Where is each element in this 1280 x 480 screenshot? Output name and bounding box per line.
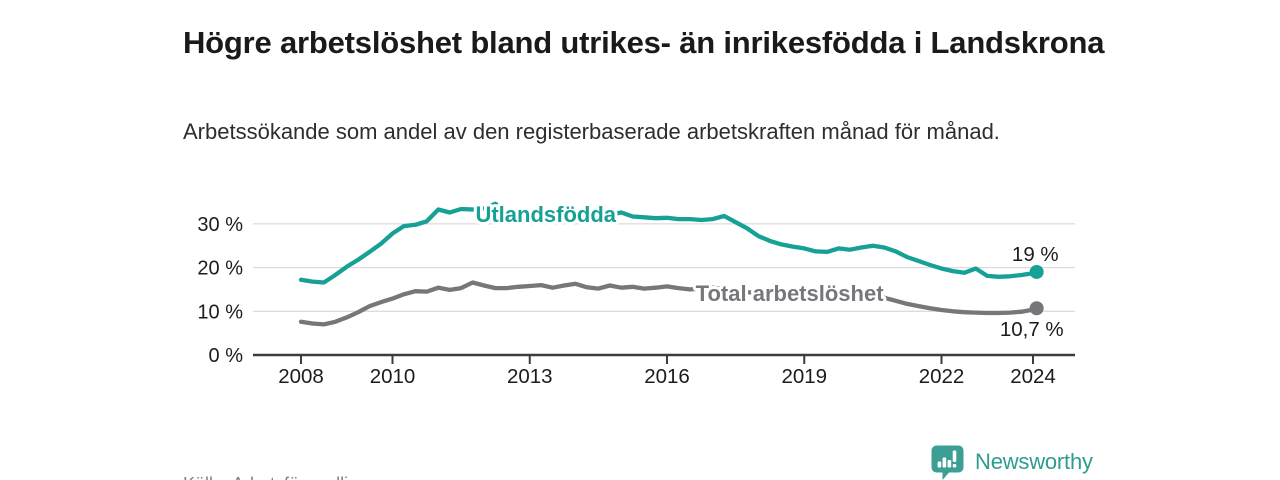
x-tick-label: 2016 — [644, 365, 690, 388]
y-tick-label: 10 % — [197, 301, 243, 323]
x-tick-label: 2010 — [370, 365, 416, 388]
x-tick-label: 2024 — [1010, 365, 1056, 388]
series-label-utlandsfodda: Utlandsfödda — [475, 202, 616, 227]
x-tick-label: 2013 — [507, 365, 553, 388]
series-end-value-total: 10,7 % — [1000, 318, 1064, 341]
y-tick-label: 30 % — [197, 214, 243, 236]
x-tick-label: 2019 — [781, 365, 827, 388]
page-title: Högre arbetslöshet bland utrikes- än inr… — [183, 24, 1105, 60]
newsworthy-logo: Newsworthy — [929, 443, 1093, 480]
source-note: Källa: Arbetsförmedlingen — [183, 474, 388, 480]
bar-chart-speech-bubble-icon — [929, 443, 966, 480]
y-tick-label: 0 % — [209, 345, 244, 367]
series-line-total — [298, 280, 1039, 327]
series-label-total: Total arbetslöshet — [696, 281, 885, 306]
x-tick-label: 2022 — [919, 365, 965, 388]
logo-wordmark: Newsworthy — [975, 448, 1093, 474]
series-end-value-utlandsfodda: 19 % — [1012, 243, 1059, 266]
series-line-utlandsfodda — [298, 201, 1039, 285]
series-end-dot-utlandsfodda — [1029, 264, 1044, 279]
x-tick-label: 2008 — [278, 365, 324, 388]
page-subtitle: Arbetssökande som andel av den registerb… — [183, 119, 1000, 144]
y-tick-label: 20 % — [197, 258, 243, 280]
series-end-dot-total — [1029, 301, 1044, 316]
